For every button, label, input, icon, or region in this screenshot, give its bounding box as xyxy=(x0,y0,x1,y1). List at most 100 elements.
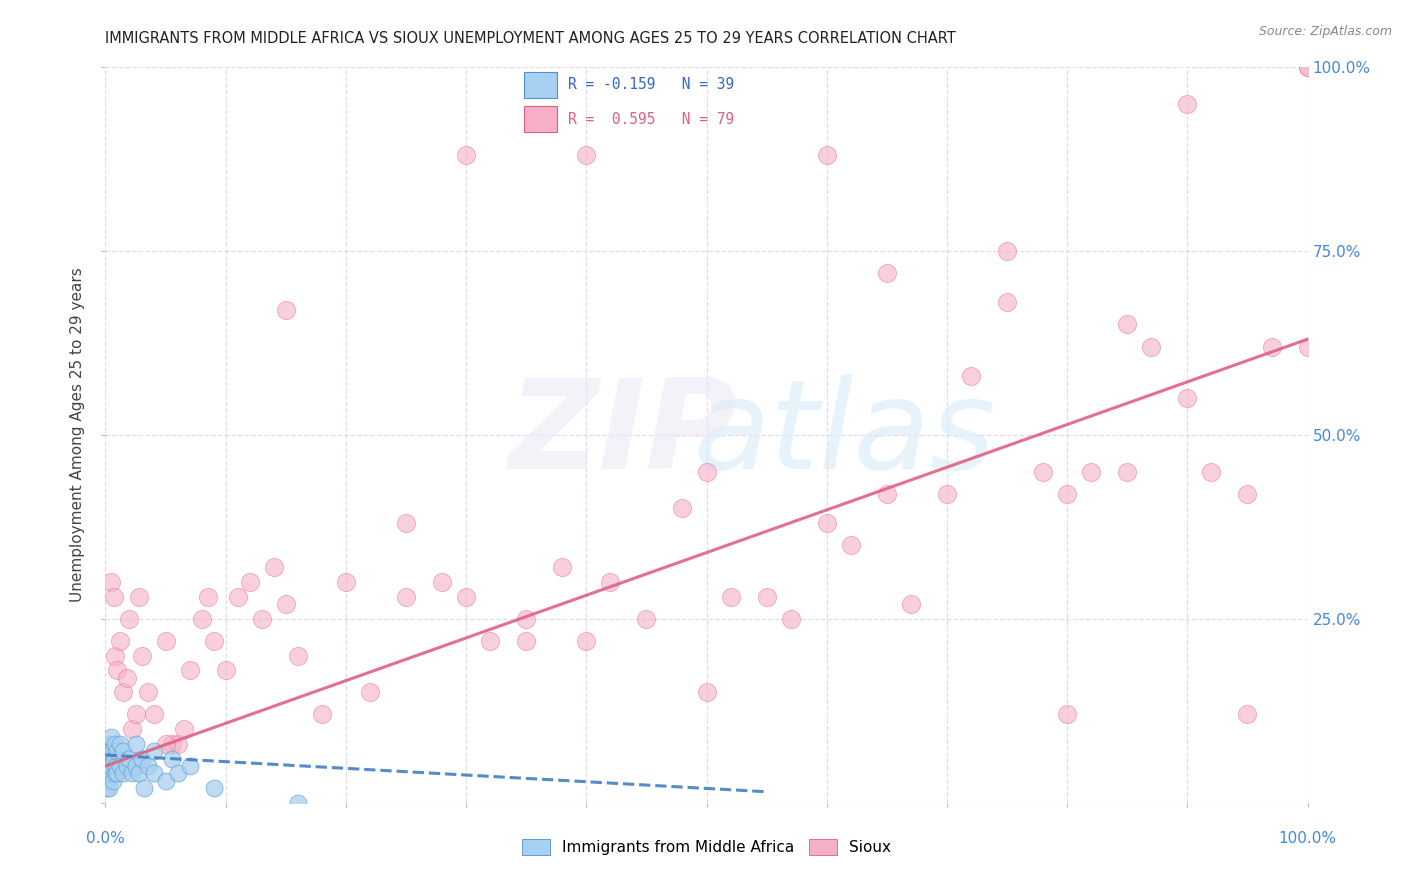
Point xyxy=(160,751,183,765)
Point xyxy=(115,671,138,685)
Point xyxy=(226,590,249,604)
Point xyxy=(995,295,1018,310)
Point xyxy=(1260,340,1282,354)
Point xyxy=(1032,465,1054,479)
Point xyxy=(166,737,188,751)
Text: 100.0%: 100.0% xyxy=(1278,831,1337,846)
Point xyxy=(839,538,862,552)
FancyBboxPatch shape xyxy=(523,71,557,98)
Point xyxy=(155,773,177,788)
Point xyxy=(98,781,121,796)
Point xyxy=(160,737,183,751)
Point xyxy=(599,575,621,590)
Point xyxy=(142,766,165,780)
Point xyxy=(97,751,120,765)
Point xyxy=(479,633,502,648)
Point xyxy=(239,575,262,590)
Text: R = -0.159   N = 39: R = -0.159 N = 39 xyxy=(568,78,734,93)
Point xyxy=(636,612,658,626)
Y-axis label: Unemployment Among Ages 25 to 29 years: Unemployment Among Ages 25 to 29 years xyxy=(70,268,86,602)
Point xyxy=(720,590,742,604)
Point xyxy=(1177,96,1199,111)
Point xyxy=(124,737,146,751)
Point xyxy=(118,612,141,626)
Point xyxy=(101,773,124,788)
Point xyxy=(136,759,159,773)
Point xyxy=(112,685,135,699)
Point xyxy=(250,612,273,626)
Text: atlas: atlas xyxy=(693,375,995,495)
Point xyxy=(173,723,195,737)
Point xyxy=(112,766,135,780)
Point xyxy=(98,759,121,773)
Point xyxy=(197,590,219,604)
Point xyxy=(115,759,138,773)
Point xyxy=(97,766,120,780)
Point xyxy=(395,590,418,604)
Point xyxy=(103,590,125,604)
Point xyxy=(98,744,121,758)
Text: 0.0%: 0.0% xyxy=(86,831,125,846)
Point xyxy=(1056,707,1078,722)
Legend: Immigrants from Middle Africa, Sioux: Immigrants from Middle Africa, Sioux xyxy=(516,833,897,862)
Point xyxy=(515,633,537,648)
Point xyxy=(1296,340,1319,354)
Text: IMMIGRANTS FROM MIDDLE AFRICA VS SIOUX UNEMPLOYMENT AMONG AGES 25 TO 29 YEARS CO: IMMIGRANTS FROM MIDDLE AFRICA VS SIOUX U… xyxy=(105,31,956,46)
Point xyxy=(107,766,129,780)
Point xyxy=(100,759,122,773)
Point xyxy=(179,664,201,678)
Point xyxy=(263,560,285,574)
Point xyxy=(166,766,188,780)
Text: R =  0.595   N = 79: R = 0.595 N = 79 xyxy=(568,112,734,127)
Point xyxy=(274,597,297,611)
Point xyxy=(274,302,297,317)
Point xyxy=(98,766,121,780)
Point xyxy=(671,501,693,516)
Point xyxy=(1296,60,1319,74)
Point xyxy=(136,685,159,699)
Point xyxy=(124,759,146,773)
Point xyxy=(104,737,127,751)
Point xyxy=(287,648,309,663)
Point xyxy=(108,737,131,751)
Point xyxy=(202,781,225,796)
Point xyxy=(287,796,309,810)
Text: Source: ZipAtlas.com: Source: ZipAtlas.com xyxy=(1258,25,1392,38)
Point xyxy=(960,369,983,384)
Point xyxy=(456,590,478,604)
Point xyxy=(876,487,898,501)
Point xyxy=(456,148,478,162)
Point xyxy=(155,633,177,648)
Point xyxy=(142,707,165,722)
Point xyxy=(1116,465,1139,479)
Point xyxy=(128,590,150,604)
Point xyxy=(179,759,201,773)
Point xyxy=(142,744,165,758)
Point xyxy=(1201,465,1223,479)
Point xyxy=(696,465,718,479)
Point xyxy=(311,707,333,722)
Point xyxy=(430,575,453,590)
Point xyxy=(551,560,574,574)
Point xyxy=(1236,487,1258,501)
Point xyxy=(876,266,898,280)
Point xyxy=(121,723,143,737)
Point xyxy=(900,597,922,611)
Point xyxy=(190,612,212,626)
Point xyxy=(1116,318,1139,332)
Point xyxy=(131,751,153,765)
Point xyxy=(755,590,778,604)
Point xyxy=(936,487,959,501)
Point xyxy=(359,685,381,699)
Point xyxy=(105,759,128,773)
Point xyxy=(124,707,146,722)
Point xyxy=(214,664,236,678)
Point xyxy=(107,664,129,678)
Point xyxy=(103,751,125,765)
Point xyxy=(1177,391,1199,405)
Point xyxy=(100,575,122,590)
Point xyxy=(1296,60,1319,74)
Point xyxy=(132,781,155,796)
Point xyxy=(104,648,127,663)
Point xyxy=(202,633,225,648)
